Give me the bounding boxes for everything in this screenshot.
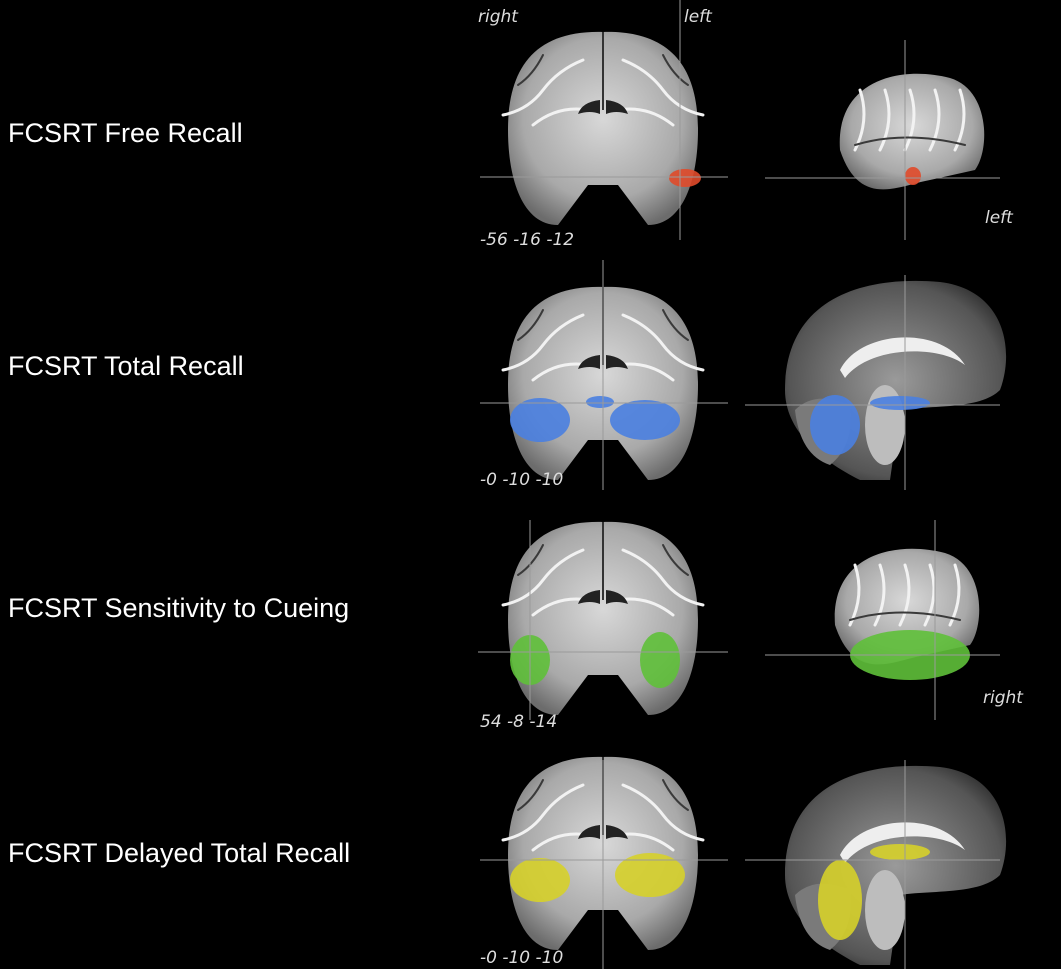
activation <box>870 844 930 860</box>
activation <box>610 400 680 440</box>
activation <box>586 396 614 408</box>
activation <box>870 396 930 410</box>
orientation-right: right <box>478 7 519 27</box>
coordinates: -0 -10 -10 <box>480 948 563 968</box>
figure: right left FCSRT Free Recall -56 -16 -12 l… <box>0 0 1061 969</box>
coordinates: 54 -8 -14 <box>480 712 557 732</box>
activation <box>905 167 921 185</box>
activation <box>810 395 860 455</box>
coronal-slice <box>503 522 703 715</box>
row-label: FCSRT Sensitivity to Cueing <box>8 593 349 623</box>
row-label: FCSRT Free Recall <box>8 118 243 148</box>
sagittal-slice <box>785 766 1006 965</box>
activation <box>669 169 701 187</box>
brainstem <box>865 870 905 950</box>
coordinates: -0 -10 -10 <box>480 470 563 490</box>
activation <box>818 860 862 940</box>
coordinates: -56 -16 -12 <box>480 230 574 250</box>
coronal-slice <box>503 32 703 225</box>
side-label: right <box>983 688 1024 708</box>
page: right left FCSRT Free Recall -56 -16 -12 l… <box>0 0 1061 969</box>
side-label: left <box>985 208 1014 228</box>
activation <box>510 858 570 902</box>
activation <box>640 632 680 688</box>
sagittal-slice <box>785 281 1006 480</box>
row-label: FCSRT Total Recall <box>8 351 244 381</box>
activation <box>510 398 570 442</box>
row-label: FCSRT Delayed Total Recall <box>8 838 350 868</box>
orientation-left: left <box>684 7 713 27</box>
